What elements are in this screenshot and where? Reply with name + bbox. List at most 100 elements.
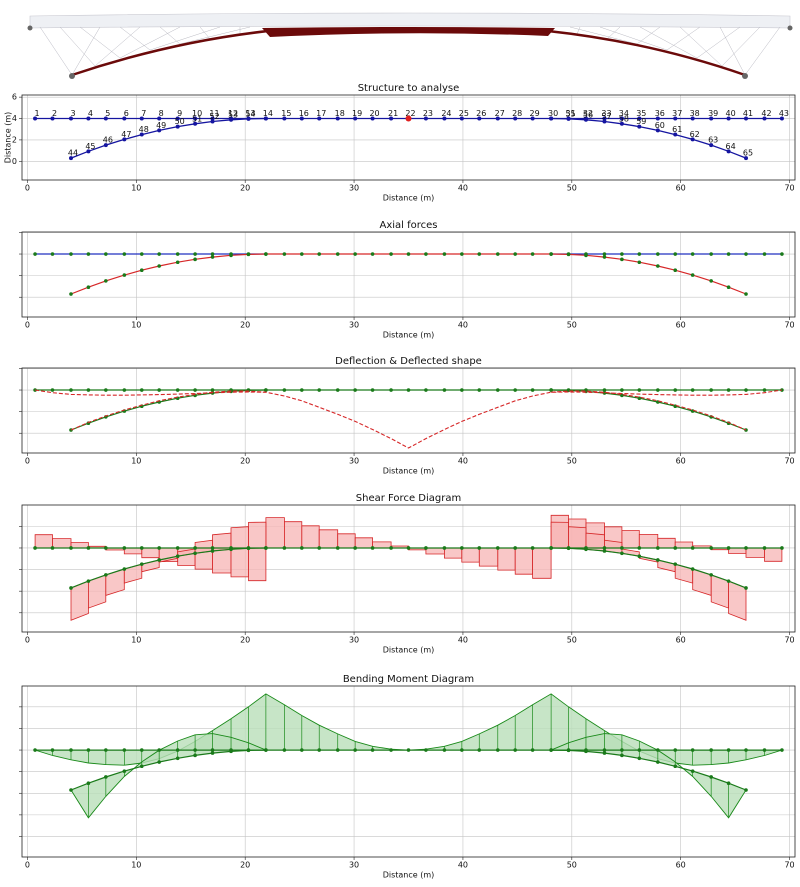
node-label: 34 bbox=[619, 109, 629, 118]
node-label: 61 bbox=[672, 125, 682, 134]
node bbox=[86, 546, 91, 550]
node bbox=[33, 252, 37, 256]
node bbox=[175, 388, 180, 392]
node-label: 46 bbox=[103, 136, 113, 145]
node bbox=[370, 748, 375, 752]
x-tick-label: 60 bbox=[676, 861, 686, 870]
shear-block bbox=[764, 547, 783, 562]
node-label: 21 bbox=[388, 109, 398, 118]
node bbox=[726, 285, 731, 289]
node bbox=[637, 748, 642, 752]
node bbox=[549, 546, 553, 550]
node bbox=[709, 546, 713, 550]
shear-block bbox=[443, 547, 463, 559]
shear-block bbox=[568, 526, 587, 550]
moment-outline bbox=[550, 733, 747, 819]
node bbox=[637, 388, 642, 392]
shear-block bbox=[318, 529, 339, 549]
node bbox=[104, 388, 108, 392]
node bbox=[389, 388, 393, 392]
node bbox=[656, 558, 660, 562]
node-label: 38 bbox=[690, 109, 700, 118]
node bbox=[762, 252, 767, 256]
node bbox=[602, 748, 607, 752]
node-label: 26 bbox=[476, 109, 486, 118]
node bbox=[353, 748, 357, 752]
node bbox=[584, 749, 588, 754]
node bbox=[157, 388, 161, 392]
node bbox=[673, 404, 678, 409]
node-label: 62 bbox=[690, 130, 700, 139]
shear-block bbox=[745, 547, 765, 558]
node bbox=[210, 252, 215, 256]
node bbox=[139, 562, 144, 566]
node bbox=[335, 388, 340, 392]
node bbox=[655, 128, 660, 133]
node bbox=[637, 260, 642, 265]
node bbox=[656, 748, 660, 752]
moment-area bbox=[711, 750, 729, 765]
moment-area bbox=[159, 741, 178, 762]
node bbox=[210, 119, 215, 124]
moment-area bbox=[479, 725, 498, 751]
node bbox=[317, 388, 322, 392]
node bbox=[442, 748, 447, 752]
moment-area bbox=[621, 734, 640, 759]
node bbox=[673, 764, 678, 769]
node bbox=[477, 252, 482, 256]
node bbox=[424, 546, 428, 550]
node bbox=[656, 760, 660, 764]
node bbox=[709, 748, 713, 752]
node bbox=[780, 388, 784, 392]
node bbox=[86, 285, 91, 289]
x-tick-label: 50 bbox=[567, 321, 577, 330]
node bbox=[530, 116, 535, 121]
node bbox=[389, 116, 394, 121]
node-label: 47 bbox=[121, 130, 131, 139]
node bbox=[157, 116, 162, 121]
node bbox=[264, 748, 268, 752]
moment-area bbox=[177, 734, 196, 759]
node-label: 9 bbox=[177, 109, 182, 118]
node bbox=[477, 388, 482, 392]
member-line bbox=[70, 253, 266, 295]
node bbox=[530, 546, 535, 550]
member-line bbox=[551, 117, 747, 159]
node bbox=[744, 788, 748, 792]
node bbox=[353, 252, 357, 256]
shear-block bbox=[301, 525, 320, 549]
x-tick-label: 60 bbox=[676, 321, 686, 330]
shear-block bbox=[621, 530, 640, 549]
node bbox=[744, 252, 748, 256]
node bbox=[619, 121, 624, 126]
node-label: 59 bbox=[636, 117, 646, 126]
x-tick-label: 30 bbox=[349, 457, 359, 466]
node-label: 23 bbox=[423, 109, 433, 118]
node bbox=[139, 116, 144, 121]
moment-area bbox=[515, 704, 533, 751]
node bbox=[726, 116, 731, 121]
node bbox=[175, 116, 180, 121]
support-render bbox=[27, 25, 33, 31]
node bbox=[584, 547, 588, 552]
node bbox=[68, 156, 73, 161]
node bbox=[673, 388, 678, 392]
node-label: 15 bbox=[281, 109, 291, 118]
node bbox=[673, 132, 678, 137]
x-tick-label: 20 bbox=[240, 861, 250, 870]
node bbox=[656, 252, 660, 256]
node bbox=[690, 546, 695, 550]
node bbox=[317, 546, 322, 550]
x-tick-label: 70 bbox=[784, 861, 794, 870]
node bbox=[620, 393, 624, 398]
deflected-shape bbox=[35, 389, 782, 449]
node bbox=[619, 116, 624, 121]
node-label: 65 bbox=[743, 149, 753, 158]
node bbox=[175, 124, 180, 129]
moment-area bbox=[337, 733, 356, 751]
node bbox=[104, 573, 108, 577]
node bbox=[122, 252, 127, 256]
x-tick-label: 20 bbox=[240, 321, 250, 330]
node-label: 4 bbox=[88, 109, 93, 118]
